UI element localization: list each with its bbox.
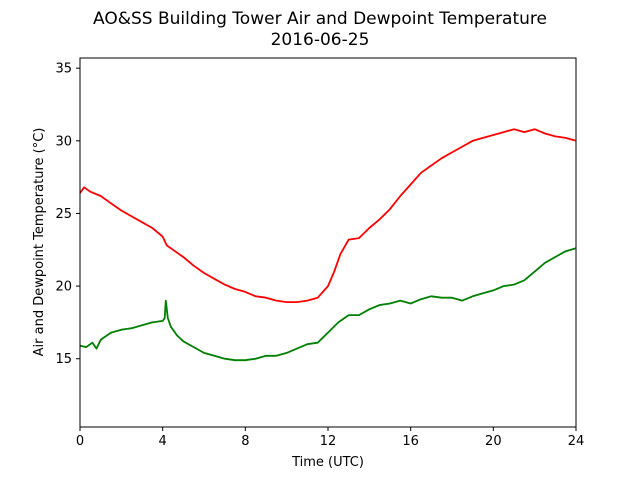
y-axis: 15 20 25 30 35 [55,62,80,367]
plot-frame [79,57,577,428]
y-tick-label: 20 [55,280,72,295]
x-axis: 0 4 8 12 16 20 24 [76,427,584,449]
series-line-1 [79,247,577,362]
y-tick-label: 25 [55,207,72,222]
x-tick-label: 20 [485,434,502,449]
y-tick-label: 15 [55,352,72,367]
x-tick-label: 4 [159,434,167,449]
chart-title: AO&SS Building Tower Air and Dewpoint Te… [93,9,547,29]
y-tick-label: 30 [55,134,72,149]
x-axis-label: Time (UTC) [291,455,364,470]
x-tick-label: 24 [568,434,585,449]
series-line-0 [79,128,577,303]
x-tick-label: 12 [320,434,337,449]
y-axis-label: Air and Dewpoint Temperature (°C) [32,128,47,357]
series-layer [79,128,577,362]
x-tick-label: 8 [241,434,249,449]
x-tick-label: 16 [402,434,419,449]
chart-subtitle: 2016-06-25 [271,30,370,50]
y-tick-label: 35 [55,62,72,77]
x-tick-label: 0 [76,434,84,449]
